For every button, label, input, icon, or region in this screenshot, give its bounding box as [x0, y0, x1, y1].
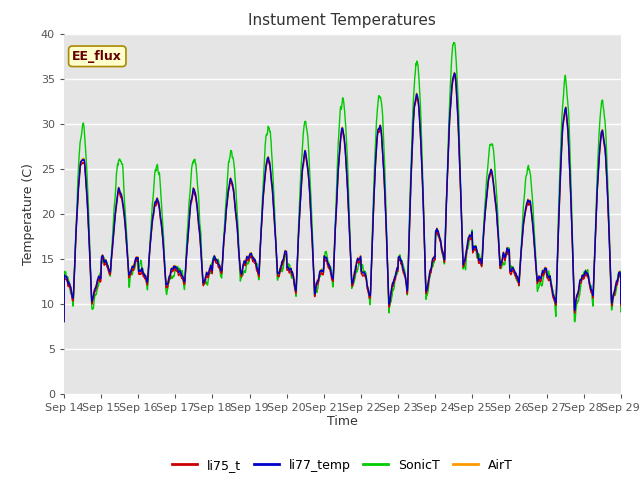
li75_t [617, 303, 625, 309]
li77_temp [451, 70, 458, 76]
Text: EE_flux: EE_flux [72, 50, 122, 63]
li77_temp [499, 252, 507, 258]
AirT [160, 252, 168, 258]
SonicT [450, 40, 458, 46]
X-axis label: Time: Time [327, 415, 358, 429]
AirT [616, 270, 624, 276]
li75_t [467, 237, 475, 242]
li75_t [499, 254, 507, 260]
Legend: li75_t, li77_temp, SonicT, AirT: li75_t, li77_temp, SonicT, AirT [167, 454, 518, 477]
Line: AirT: AirT [64, 72, 621, 322]
SonicT [160, 246, 168, 252]
Line: li77_temp: li77_temp [64, 73, 621, 322]
li75_t [436, 239, 444, 245]
AirT [451, 69, 458, 75]
li77_temp [60, 319, 68, 324]
Line: li75_t: li75_t [64, 75, 621, 322]
AirT [617, 300, 625, 306]
li77_temp [467, 233, 475, 239]
SonicT [60, 312, 68, 318]
li75_t [322, 258, 330, 264]
AirT [322, 254, 330, 260]
li77_temp [322, 255, 330, 261]
AirT [467, 232, 475, 238]
li75_t [160, 256, 168, 262]
AirT [436, 236, 444, 241]
AirT [60, 319, 68, 324]
Title: Instument Temperatures: Instument Temperatures [248, 13, 436, 28]
li75_t [60, 319, 68, 324]
SonicT [616, 270, 624, 276]
SonicT [436, 237, 444, 243]
li75_t [451, 72, 458, 78]
SonicT [617, 309, 625, 315]
SonicT [499, 262, 507, 267]
li77_temp [160, 253, 168, 259]
SonicT [467, 233, 475, 239]
Y-axis label: Temperature (C): Temperature (C) [22, 163, 35, 264]
SonicT [322, 250, 330, 256]
li75_t [616, 274, 624, 279]
SonicT [571, 319, 579, 324]
li77_temp [616, 271, 624, 276]
Line: SonicT: SonicT [64, 43, 621, 322]
li77_temp [617, 300, 625, 306]
AirT [499, 251, 507, 257]
li77_temp [436, 237, 444, 242]
